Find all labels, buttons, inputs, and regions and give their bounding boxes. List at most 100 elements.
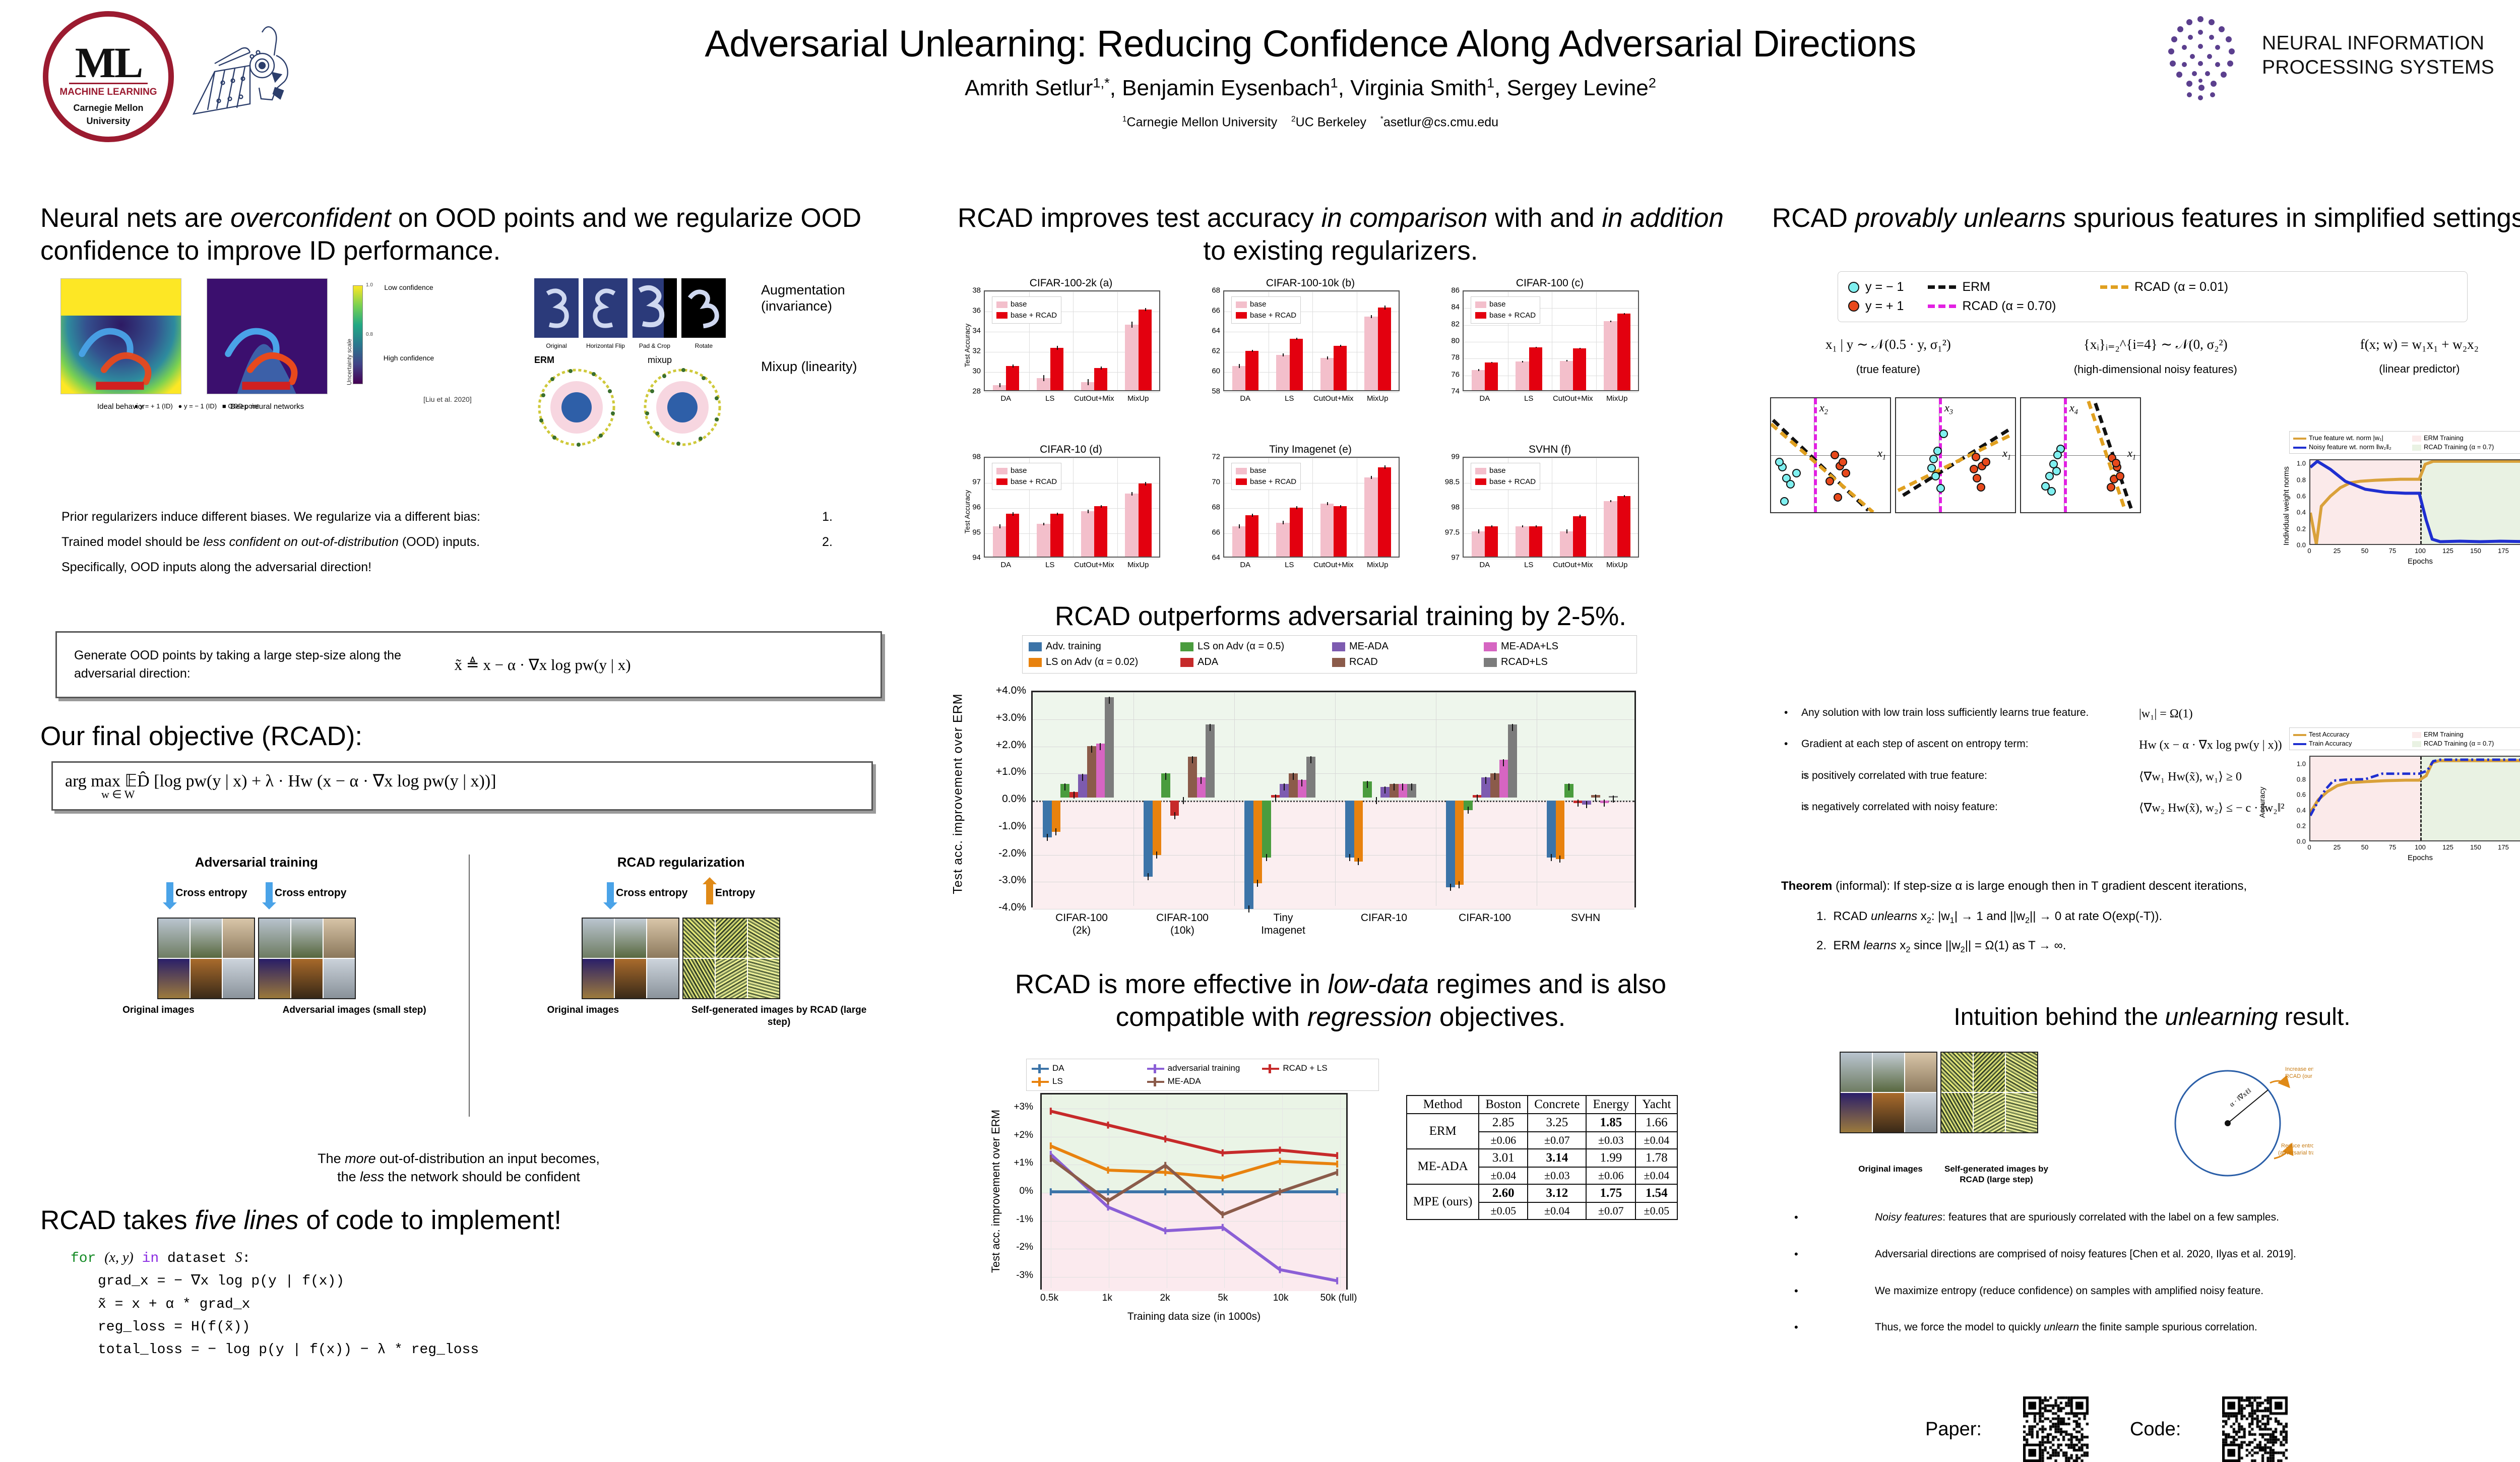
image-tile xyxy=(1873,1093,1904,1132)
down-arrow-icon xyxy=(603,882,618,909)
ytick: 0.0 xyxy=(2296,541,2306,549)
xtick: SVHN xyxy=(1570,912,1601,924)
chart-title: SVHN (f) xyxy=(1529,444,1571,455)
scatter-point-positive xyxy=(1834,493,1842,502)
ytick: +2% xyxy=(1014,1129,1033,1140)
error-bar xyxy=(1550,854,1552,861)
setup-eq-3: f(x; w) = w₁x₁ + w₂x₂ xyxy=(2360,337,2479,352)
mixup-circle-plot xyxy=(644,368,721,446)
image-tile xyxy=(158,919,190,958)
xtick: CutOut+Mix xyxy=(1074,394,1114,403)
xtick: DA xyxy=(1240,561,1251,569)
xtick: CutOut+Mix xyxy=(1074,561,1114,569)
table-cell-value: 1.78 xyxy=(1635,1148,1678,1168)
xtick: LS xyxy=(1285,394,1294,403)
cmu-logo-ml-text: ML xyxy=(75,38,144,87)
error-bar xyxy=(1367,780,1368,788)
xtick: CIFAR-100 (10k) xyxy=(1156,912,1209,937)
color-swatch-icon xyxy=(996,467,1007,474)
neurips-line2: PROCESSING SYSTEMS xyxy=(2262,56,2494,79)
improvement-ylabel: Test acc. improvement over ERM xyxy=(951,693,965,894)
ytick: 0.2 xyxy=(2296,525,2306,533)
error-bar xyxy=(1450,884,1451,891)
ytick: -1% xyxy=(1016,1213,1033,1225)
code-line-2: grad_x = − ∇x log p(y | f(x)) xyxy=(98,1273,345,1290)
axis-label-vertical: x4 xyxy=(2069,401,2078,416)
bar-base xyxy=(1516,526,1529,557)
xtick: CIFAR-100 xyxy=(1459,912,1511,924)
colorbar-low-label: Low confidence xyxy=(384,283,433,292)
gridline xyxy=(1033,773,1634,774)
scatter-point-negative xyxy=(2052,467,2061,475)
intuition-figure: Original images Self-generated images by… xyxy=(1840,1049,2495,1200)
intuition-bullet-2-text: Adversarial directions are comprised of … xyxy=(1875,1248,2296,1260)
bar-base---rcad xyxy=(1573,516,1587,557)
xtick: 0 xyxy=(2307,547,2311,555)
ood-box-equation: x̃ ≜ x − α · ∇x log pw(y | x) xyxy=(454,655,631,674)
bar-ls-on-adv------0-02- xyxy=(1455,801,1464,885)
ytick: 98.5 xyxy=(1444,477,1460,486)
line-swatch-icon xyxy=(2293,734,2306,736)
gridline xyxy=(1464,291,1638,292)
error-bar xyxy=(1131,322,1133,328)
error-bar xyxy=(1566,360,1567,361)
left-bullet-2-number: 2. xyxy=(822,535,833,549)
low-data-plot-area xyxy=(1040,1093,1348,1291)
x-axis xyxy=(1896,455,2015,456)
bar-base xyxy=(1232,366,1245,390)
image-tile xyxy=(158,959,190,998)
middle-column: RCAD improves test accuracy in compariso… xyxy=(951,202,1729,1322)
code-qr-code[interactable] xyxy=(2222,1396,2288,1462)
error-bar xyxy=(1257,879,1258,887)
ytick: 97.5 xyxy=(1444,528,1460,537)
code-line-5: total_loss = − log p(y | f(x)) − λ * reg… xyxy=(98,1342,479,1358)
xtick: LS xyxy=(1045,561,1055,569)
xtick: 100 xyxy=(2415,547,2426,555)
chart-legend: base base + RCAD xyxy=(1231,296,1301,324)
contact-email[interactable]: asetlur@cs.cmu.edu xyxy=(1383,115,1499,130)
rcad-arrow-item-1: Cross entropy xyxy=(603,882,687,909)
objective-title: Our final objective (RCAD): xyxy=(40,721,363,751)
error-bar xyxy=(1327,356,1328,359)
axis-label-vertical: x2 xyxy=(1819,401,1828,416)
bar-ls-on-adv------0-02- xyxy=(1152,801,1162,855)
bar-base xyxy=(1276,522,1290,557)
legend-erm: ERM xyxy=(1928,278,1990,297)
image-tile xyxy=(1841,1093,1872,1132)
deep-nn-caption: Deep neural networks xyxy=(230,402,304,411)
adv-original-block xyxy=(157,918,255,999)
bullet-circle-icon: ○ xyxy=(1801,769,1808,781)
error-bar xyxy=(1248,905,1249,912)
bullet-dot-icon: • xyxy=(1784,707,1788,718)
low-data-legend: DA adversarial training RCAD + LS LS ME-ADA xyxy=(1026,1059,1379,1091)
rcad-regularization-panel: RCAD regularization Cross entropy Entrop… xyxy=(485,855,877,1028)
bar-base xyxy=(1516,361,1529,390)
legend-y-pos: y = + 1 xyxy=(1848,297,1904,316)
intuition-bullet-1: • Noisy features: features that are spur… xyxy=(1794,1210,2520,1226)
paper-qr-code[interactable] xyxy=(2023,1396,2089,1462)
error-bar xyxy=(1252,349,1253,352)
improvement-yticks: +4.0% +3.0% +2.0% +1.0% 0.0% -1.0% -2.0% -3.0% -… xyxy=(983,685,1029,913)
color-swatch-icon xyxy=(1180,657,1193,667)
ytick: -2.0% xyxy=(998,847,1026,859)
ytick: +2.0% xyxy=(995,739,1026,751)
bar-rcad xyxy=(1289,773,1298,798)
bar-rcad xyxy=(1490,773,1499,798)
table-cell-value: 3.12 xyxy=(1527,1184,1587,1203)
error-bar xyxy=(1586,801,1588,809)
rcad-selfgen-block xyxy=(682,918,781,999)
bullet-dot-icon: • xyxy=(1794,1211,1798,1224)
improvement-legend: Adv. training LS on Adv (α = 0.5) ME-ADA ME… xyxy=(1022,635,1637,674)
legend-item: base xyxy=(996,299,1057,310)
xtick: 50 xyxy=(2361,547,2369,555)
paper-qr-label: Paper: xyxy=(1925,1418,1982,1440)
mnist-caption-padcrop: Pad & Crop xyxy=(639,342,670,350)
bar-rcad xyxy=(1188,757,1197,798)
ood-box-text: Generate OOD points by taking a large st… xyxy=(74,648,401,681)
scatter-boundaries xyxy=(2087,400,2133,511)
error-bar xyxy=(1411,783,1412,791)
ytick: +1% xyxy=(1014,1158,1033,1169)
colorbar-tick-mid: 0.8 xyxy=(366,332,373,338)
legend-item-id-pos: ● y = + 1 (ID) xyxy=(134,402,173,410)
scatter-point-positive xyxy=(1977,483,1985,492)
